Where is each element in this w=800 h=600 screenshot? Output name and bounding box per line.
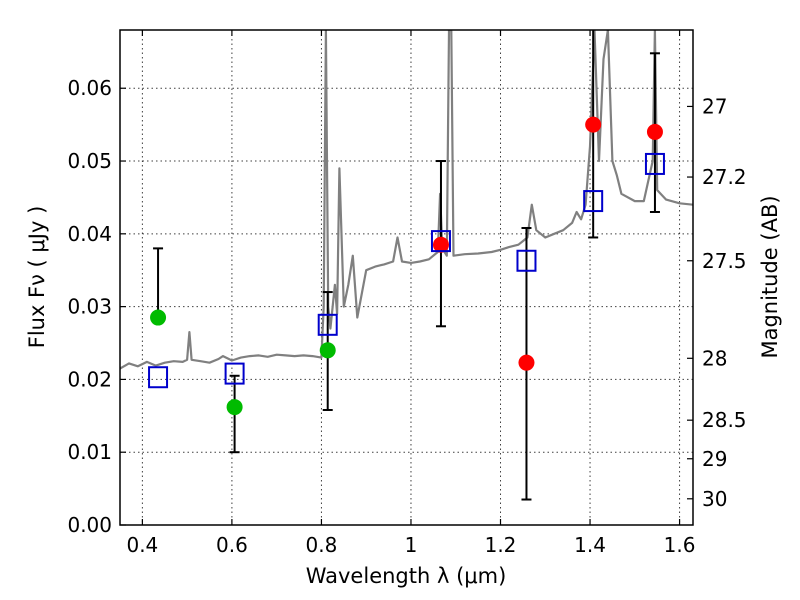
right-tick-label: 27 (702, 94, 727, 118)
x-tick-label: 0.8 (306, 533, 338, 557)
model-flux-box (644, 152, 665, 175)
model-flux-box (224, 362, 245, 385)
data-point (518, 354, 535, 371)
plot-frame (119, 29, 694, 526)
y-tick-label: 0.04 (67, 222, 112, 246)
right-tick-label: 27.5 (702, 249, 747, 273)
x-tick-label: 1 (405, 533, 418, 557)
model-flux-box (148, 366, 169, 389)
y-tick-label: 0.02 (67, 367, 112, 391)
y-tick-label: 0.06 (67, 76, 112, 100)
right-tick-label: 27.2 (702, 165, 747, 189)
model-flux-box (430, 230, 451, 253)
x-tick-label: 1.4 (574, 533, 606, 557)
grid (120, 30, 693, 526)
right-tick-label: 28.5 (702, 408, 747, 432)
model-spectrum (120, 30, 693, 370)
model-flux-box (516, 249, 537, 272)
errorbars (153, 30, 660, 501)
y-tick-label: 0.05 (67, 149, 112, 173)
spectrum-line (120, 30, 693, 370)
x-tick-label: 1.6 (664, 533, 696, 557)
right-tick-label: 30 (702, 487, 727, 511)
x-tick-label: 0.6 (216, 533, 248, 557)
y-tick-label: 0.03 (67, 295, 112, 319)
model-flux-box (583, 190, 604, 213)
y-tick-label: 0.01 (67, 440, 112, 464)
right-tick-label: 29 (702, 447, 727, 471)
data-point (319, 342, 336, 359)
data-point (432, 236, 449, 253)
data-point (585, 116, 602, 133)
y-axis-label: Flux Fν ( μJy ) (25, 206, 49, 349)
data-markers (148, 116, 665, 416)
y-tick-label: 0.00 (67, 513, 112, 537)
axis-ticks: 0.4 0.6 0.8 1 1.2 1.4 1.6 0.00 0.01 0.02 0.03 0.04 0… (67, 30, 747, 557)
right-tick-label: 28 (702, 346, 727, 370)
data-point (150, 309, 167, 326)
x-axis-label: Wavelength λ (μm) (306, 564, 507, 588)
right-axis-label: Magnitude (AB) (758, 195, 782, 358)
data-point (646, 123, 663, 140)
x-tick-label: 1.2 (485, 533, 517, 557)
model-flux-box (317, 313, 338, 336)
x-tick-label: 0.4 (126, 533, 158, 557)
data-point (226, 399, 243, 416)
